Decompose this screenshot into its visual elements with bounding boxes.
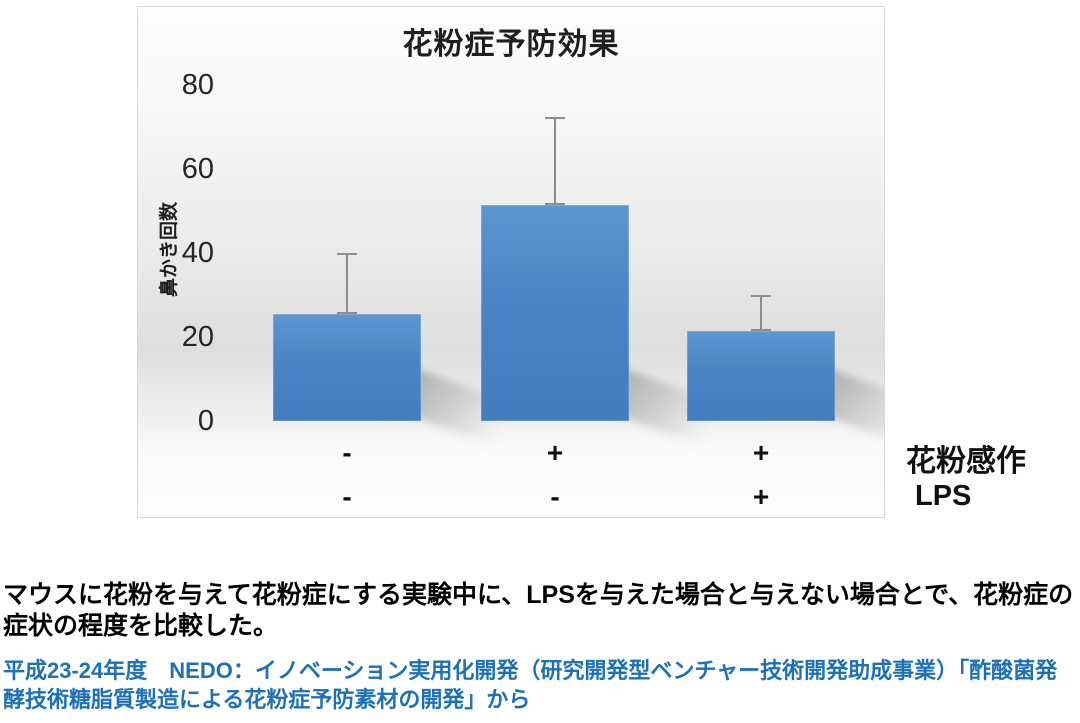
x-tick-lps-sign: - (342, 481, 352, 512)
y-tick-label: 20 (181, 321, 214, 353)
x-tick-pollen-sign: + (546, 437, 564, 468)
y-tick-label: 80 (181, 69, 214, 101)
x-tick-pollen-sign: - (342, 437, 352, 468)
bar-chart-panel: 花粉症予防効果 鼻かき回数 0 20 40 60 80- - + - + + (137, 6, 885, 518)
error-bar-bottom-cap (751, 328, 771, 331)
chart-title: 花粉症予防効果 (402, 28, 620, 61)
error-bar-line (554, 116, 556, 205)
bar (481, 204, 629, 421)
x-axis-row1-label: 花粉感作 (906, 445, 1026, 478)
x-tick-lps-sign: + (752, 481, 770, 512)
caption-text: マウスに花粉を与えて花粉症にする実験中に、LPSを与えた場合と与えない場合とで、… (3, 581, 1074, 640)
y-tick-label: 0 (197, 405, 214, 437)
y-tick-label: 40 (181, 237, 214, 269)
error-bar (751, 295, 771, 331)
error-bar-bottom-cap (545, 202, 565, 205)
x-tick-lps-sign: - (550, 481, 560, 512)
x-tick-pollen-sign: + (752, 437, 770, 468)
error-bar-bottom-cap (337, 311, 357, 314)
bar (273, 313, 421, 421)
error-bar-line (346, 253, 348, 314)
source-text: 平成23-24年度 NEDO：イノベーション実用化開発（研究開発型ベンチャー技術… (3, 658, 1058, 713)
error-bar-line (760, 295, 762, 331)
x-axis-row2-label: LPS (915, 480, 972, 512)
error-bar (337, 253, 357, 314)
bar (687, 330, 835, 421)
error-bar-top-cap (751, 295, 771, 297)
y-tick-label: 60 (181, 153, 214, 185)
error-bar (545, 116, 565, 205)
error-bar-top-cap (337, 253, 357, 255)
error-bar-top-cap (545, 116, 565, 119)
